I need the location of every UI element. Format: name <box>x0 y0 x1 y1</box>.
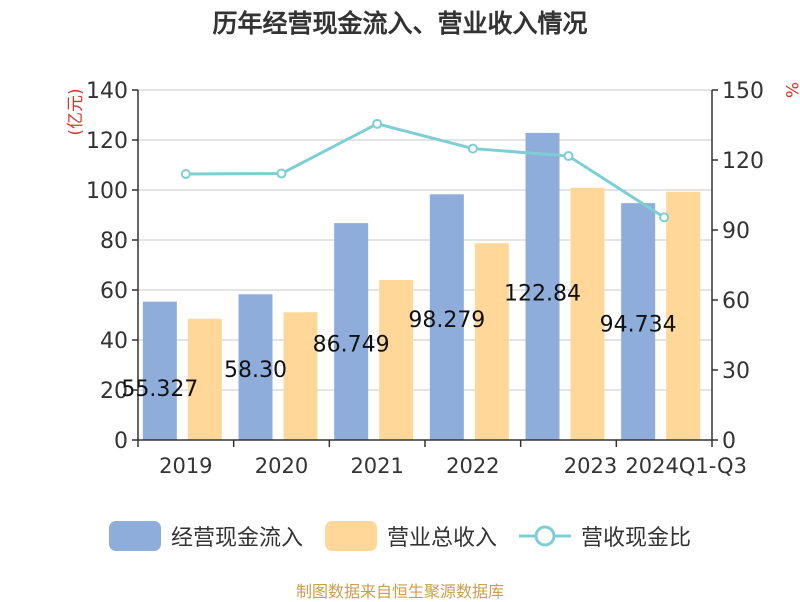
y-tick-label-left: 120 <box>86 129 128 154</box>
y-tick-label-left: 80 <box>100 229 128 254</box>
x-tick-label: 2019 <box>159 454 212 478</box>
bar-cash-inflow <box>334 223 369 440</box>
legend-label-ratio: 营收现金比 <box>581 526 692 551</box>
y-tick-label-left: 100 <box>86 179 128 204</box>
y-tick-label-right: 120 <box>722 149 764 174</box>
legend-label-revenue: 营业总收入 <box>386 526 497 551</box>
line-ratio <box>185 122 665 219</box>
x-tick-label: 2022 <box>446 454 499 478</box>
x-tick-label: 2021 <box>350 454 403 478</box>
data-label-cash-inflow: 94.734 <box>600 313 677 338</box>
y-tick-label-left: 0 <box>114 429 128 454</box>
y-tick-label-right: 60 <box>722 289 750 314</box>
y-tick-label-left: 40 <box>100 329 128 354</box>
y-axis-right-label: % <box>781 82 800 98</box>
y-tick-label-right: 150 <box>722 79 764 104</box>
point-ratio <box>180 169 191 179</box>
bar-revenue <box>283 312 318 440</box>
x-tick-label: 2023 <box>564 454 617 478</box>
source-note: 制图数据来自恒生聚源数据库 <box>295 582 504 601</box>
point-ratio <box>659 212 670 223</box>
data-label-cash-inflow: 58.30 <box>224 358 287 383</box>
x-tick-label: 2024Q1-Q3 <box>625 454 747 478</box>
bar-cash-inflow <box>142 301 177 440</box>
y-tick-label-left: 60 <box>100 279 128 304</box>
bar-cash-inflow <box>238 294 273 440</box>
bar-cash-inflow <box>621 203 656 440</box>
y-tick-label-left: 140 <box>86 79 128 104</box>
legend-item-ratio[interactable]: 营收现金比 <box>519 520 691 552</box>
data-label-cash-inflow: 98.279 <box>408 308 485 333</box>
bar-revenue <box>474 243 509 440</box>
x-tick-label: 2020 <box>255 454 308 478</box>
y-tick-label-right: 30 <box>722 359 750 384</box>
y-axis-left-label: (亿元) <box>66 88 86 135</box>
legend-swatch-cash-inflow <box>108 521 161 551</box>
legend-label-cash-inflow: 经营现金流入 <box>170 526 303 551</box>
point-ratio <box>276 168 287 179</box>
y-tick-label-right: 0 <box>722 429 736 454</box>
legend-swatch-revenue <box>324 521 377 551</box>
y-tick-label-right: 90 <box>722 219 750 244</box>
point-ratio <box>467 143 478 154</box>
bar-cash-inflow <box>429 194 464 440</box>
legend-item-cash-inflow[interactable]: 经营现金流入 <box>108 520 303 552</box>
legend-line-ratio-icon <box>519 525 571 547</box>
bar-revenue <box>570 187 605 440</box>
data-label-cash-inflow: 55.327 <box>121 377 198 402</box>
point-ratio <box>563 151 574 162</box>
point-ratio <box>372 118 383 129</box>
chart-title: 历年经营现金流入、营业收入情况 <box>212 9 588 38</box>
bar-cash-inflow <box>525 132 560 440</box>
data-label-cash-inflow: 122.84 <box>504 281 581 306</box>
data-label-cash-inflow: 86.749 <box>313 333 390 358</box>
legend: 经营现金流入 营业总收入 营收现金比 <box>0 518 800 554</box>
bar-revenue <box>187 318 222 440</box>
bar-revenue <box>379 280 414 440</box>
legend-item-revenue[interactable]: 营业总收入 <box>324 520 497 552</box>
y-tick-label-left: 20 <box>100 379 128 404</box>
bar-revenue <box>666 191 701 440</box>
